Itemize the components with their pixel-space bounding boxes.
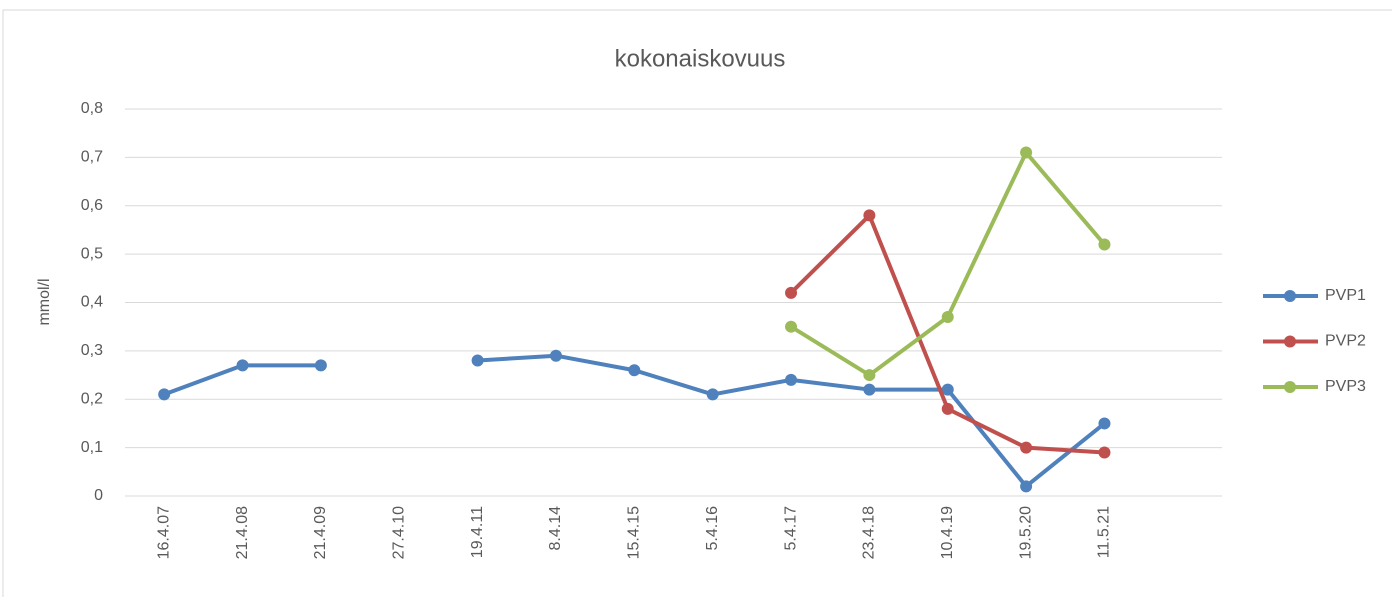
y-tick-label: 0,6 [81,197,103,214]
point [941,402,954,415]
legend-marker [1284,290,1296,302]
x-tick-label: 5.4.17 [782,506,799,551]
y-axis-label: mmol/l [36,278,53,325]
x-tick-label: 10.4.19 [939,506,956,559]
x-tick-label: 21.4.08 [234,506,251,559]
legend-label: PVP2 [1325,333,1366,350]
legend-marker [1284,381,1296,393]
point [706,388,719,401]
y-tick-label: 0,3 [81,342,103,359]
point [471,354,484,367]
legend-label: PVP1 [1325,287,1366,304]
point [863,383,876,396]
point [863,369,876,382]
point [941,383,954,396]
point [863,209,876,222]
point [1020,480,1033,493]
x-tick-label: 19.4.11 [469,506,486,558]
x-tick-label: 16.4.07 [155,506,172,559]
x-tick-label: 27.4.10 [390,506,407,559]
point [1020,441,1033,454]
point [236,359,249,372]
x-tick-label: 21.4.09 [312,506,329,559]
point [1098,417,1111,430]
point [158,388,171,401]
x-tick-label: 5.4.16 [704,506,721,551]
chart-frame [2,9,1392,597]
point [941,311,954,324]
y-tick-label: 0 [94,487,103,504]
point [549,349,562,362]
legend-label: PVP3 [1325,378,1366,395]
point [785,373,798,386]
point [785,286,798,299]
point [1098,446,1111,459]
y-tick-label: 0,8 [81,100,103,117]
y-tick-label: 0,4 [81,294,103,311]
point [314,359,327,372]
x-tick-label: 19.5.20 [1017,506,1034,559]
y-tick-label: 0,5 [81,245,103,262]
point [1098,238,1111,251]
x-tick-label: 11.5.21 [1096,506,1113,558]
point [1020,146,1033,159]
x-tick-label: 23.4.18 [861,506,878,559]
point [785,320,798,333]
x-tick-label: 15.4.15 [626,506,643,559]
legend-marker [1284,335,1296,348]
y-tick-label: 0,7 [81,149,103,166]
y-tick-label: 0,1 [81,439,103,456]
y-tick-label: 0,2 [81,390,103,407]
chart-title: kokonaiskovuus [615,45,786,72]
x-tick-label: 8.4.14 [547,506,564,551]
point [628,364,641,377]
